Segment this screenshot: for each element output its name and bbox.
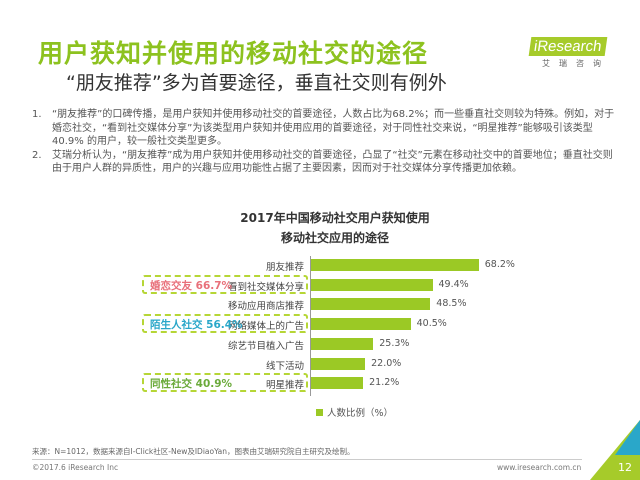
page-number: 12 xyxy=(618,461,632,474)
callout-text: 同性社交 40.9% xyxy=(150,378,233,391)
bullet-item: 2. 艾瑞分析认为，“朋友推荐”成为用户获知并使用移动社交的首要途径，凸显了“社交… xyxy=(32,149,622,176)
logo-brand: iResearch xyxy=(528,37,607,56)
value-label: 48.5% xyxy=(436,298,467,310)
callout-text: 婚恋交友 66.7% xyxy=(150,279,233,292)
callout-box: 陌生人社交 56.4% xyxy=(142,314,308,334)
chart-title: 2017年中国移动社交用户获知使用 移动社交应用的途径 xyxy=(190,208,480,248)
category-label: 网络媒体上的广告 xyxy=(227,321,304,333)
website-link[interactable]: www.iresearch.com.cn xyxy=(497,463,582,472)
bar xyxy=(311,357,366,370)
category-label: 综艺节目植入广告 xyxy=(227,340,304,352)
logo-cn: 艾瑞咨询 xyxy=(542,59,610,68)
bar xyxy=(311,337,374,350)
bar xyxy=(311,318,411,331)
bullet-text: 艾瑞分析认为，“朋友推荐”成为用户获知并使用移动社交的首要途径，凸显了“社交”元… xyxy=(52,149,613,175)
copyright: ©2017.6 iResearch Inc xyxy=(32,463,119,472)
bullet-item: 1. “朋友推荐”的口碑传播，是用户获知并使用移动社交的首要途径，人数占比为68.… xyxy=(32,108,622,149)
category-label: 朋友推荐 xyxy=(265,262,304,273)
bar xyxy=(311,298,431,311)
bar xyxy=(311,377,364,390)
bar xyxy=(311,259,479,271)
callout-box: 婚恋交友 66.7% xyxy=(142,274,308,294)
value-label: 68.2% xyxy=(484,259,515,270)
category-label: 明星推荐 xyxy=(265,380,304,392)
legend-swatch xyxy=(316,409,323,416)
subtitle: “朋友推荐”多为首要途径，垂直社交则有例外 xyxy=(66,72,447,94)
value-label: 21.2% xyxy=(369,377,400,389)
iresearch-logo: iResearch 艾瑞咨询 xyxy=(528,36,630,69)
value-label: 49.4% xyxy=(438,278,469,290)
chart-title-line1: 2017年中国移动社交用户获知使用 xyxy=(240,211,430,225)
footer-divider xyxy=(32,459,582,460)
value-label: 40.5% xyxy=(416,318,447,330)
chart-axis xyxy=(310,256,311,396)
chart-title-line2: 移动社交应用的途径 xyxy=(280,231,389,245)
chart-legend: 人数比例（%） xyxy=(316,405,393,419)
bullet-number: 2. xyxy=(32,149,42,161)
legend-label: 人数比例（%） xyxy=(327,408,394,419)
value-label: 22.0% xyxy=(371,357,402,369)
bullet-number: 1. xyxy=(32,109,42,120)
callout-text: 陌生人社交 56.4% xyxy=(150,319,243,332)
page-title: 用户获知并使用的移动社交的途径 xyxy=(38,39,429,68)
corner-decoration xyxy=(590,420,640,480)
category-label: 移动应用商店推荐 xyxy=(227,301,304,313)
category-label: 线下活动 xyxy=(265,360,304,372)
callout-box: 同性社交 40.9% xyxy=(142,373,308,393)
category-label: 看到社交媒体分享 xyxy=(227,281,304,293)
value-label: 25.3% xyxy=(379,337,410,349)
bar xyxy=(311,278,433,291)
bullet-list: 1. “朋友推荐”的口碑传播，是用户获知并使用移动社交的首要途径，人数占比为68.… xyxy=(32,108,622,176)
source-note: 来源：N=1012，数据来源自I-Click社区-New及IDiaoYan，图表… xyxy=(32,447,355,456)
bullet-text: “朋友推荐”的口碑传播，是用户获知并使用移动社交的首要途径，人数占比为68.2%… xyxy=(52,109,615,147)
